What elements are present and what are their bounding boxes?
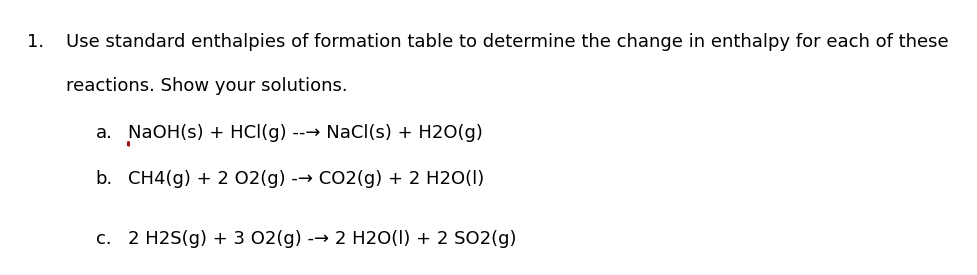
Text: c.: c.: [96, 230, 111, 248]
Text: Use standard enthalpies of formation table to determine the change in enthalpy f: Use standard enthalpies of formation tab…: [66, 33, 949, 51]
Text: CH4(g) + 2 O2(g) -→ CO2(g) + 2 H2O(l): CH4(g) + 2 O2(g) -→ CO2(g) + 2 H2O(l): [128, 170, 485, 188]
Text: b.: b.: [96, 170, 113, 188]
Text: 1.: 1.: [27, 33, 45, 51]
Text: NaOH(s) + HCl(g) --→ NaCl(s) + H2O(g): NaOH(s) + HCl(g) --→ NaCl(s) + H2O(g): [128, 124, 483, 142]
Text: reactions. Show your solutions.: reactions. Show your solutions.: [66, 77, 348, 95]
Text: a.: a.: [96, 124, 112, 142]
Text: 2 H2S(g) + 3 O2(g) -→ 2 H2O(l) + 2 SO2(g): 2 H2S(g) + 3 O2(g) -→ 2 H2O(l) + 2 SO2(g…: [128, 230, 517, 248]
